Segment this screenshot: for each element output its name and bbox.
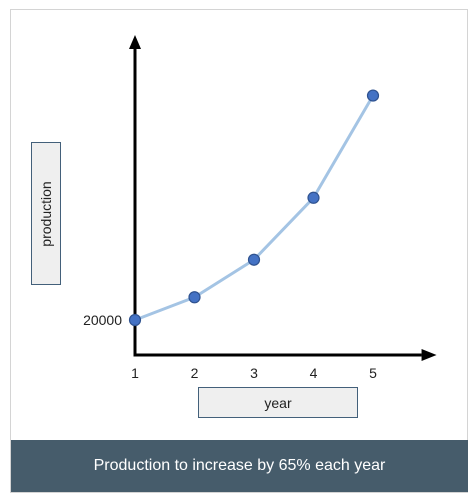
data-point — [128, 313, 142, 327]
data-point — [307, 191, 320, 204]
series-line — [133, 94, 375, 322]
x-tick-label: 2 — [191, 365, 199, 381]
y-axis-label: production — [38, 180, 54, 247]
x-tick-label: 4 — [310, 365, 318, 381]
chart-series — [128, 89, 380, 327]
y-tick-label: 20000 — [83, 312, 122, 328]
chart-axes — [129, 35, 437, 361]
data-point — [247, 253, 261, 266]
chart-ticks: 1 2 3 4 5 20000 — [83, 312, 377, 381]
x-tick-label: 3 — [250, 365, 258, 381]
chart-caption: Production to increase by 65% each year — [11, 440, 468, 492]
data-point — [188, 291, 201, 304]
x-tick-label: 1 — [131, 365, 139, 381]
y-axis-arrow — [129, 35, 141, 49]
x-axis-arrow — [421, 349, 437, 361]
x-axis-label-box: year — [198, 387, 358, 418]
x-tick-label: 5 — [369, 365, 377, 381]
x-axis-label: year — [264, 394, 292, 411]
data-point — [366, 89, 380, 102]
y-axis-label-box: production — [31, 142, 61, 285]
